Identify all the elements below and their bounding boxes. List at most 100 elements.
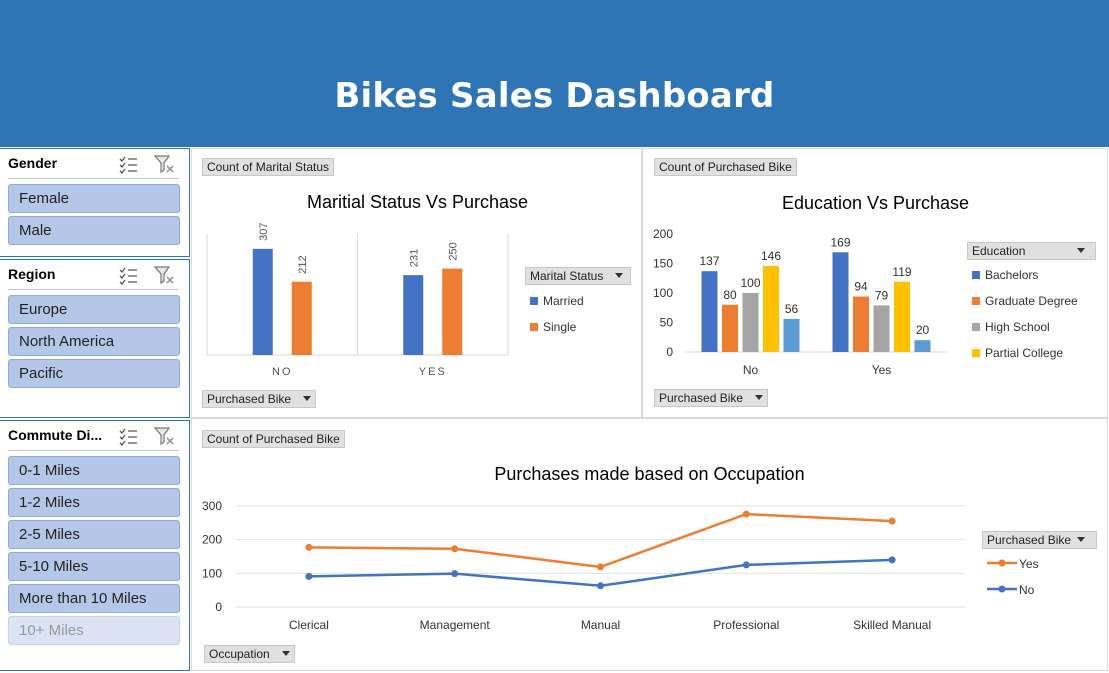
data-point-no — [451, 570, 459, 578]
axis-field-label: Purchased Bike — [207, 392, 292, 406]
education-chart-panel: Count of Purchased Bike Education Vs Pur… — [642, 148, 1108, 418]
legend-item-partial-college: Partial College — [972, 346, 1063, 360]
clear-filter-icon[interactable] — [153, 425, 175, 447]
data-point-yes — [742, 510, 750, 518]
slicer-item-0-1-miles[interactable]: 0-1 Miles — [8, 456, 180, 485]
dropdown-arrow-icon — [615, 273, 624, 278]
data-point-no — [597, 582, 604, 590]
multi-select-icon[interactable] — [117, 153, 139, 175]
legend-item-yes: Yes — [987, 557, 1039, 571]
bar-series-2-yes — [873, 305, 890, 352]
bar-series-0-yes — [832, 252, 849, 352]
bar-series-1-no — [722, 304, 738, 352]
legend-item-married: Married — [530, 294, 584, 308]
title-banner: Bikes Sales Dashboard — [0, 0, 1109, 147]
data-label: 94 — [854, 280, 868, 294]
value-field-button[interactable]: Count of Purchased Bike — [654, 158, 797, 176]
marital-status-bar-chart: 307 212 NO 231 250 YES — [206, 223, 509, 378]
data-point-yes — [451, 545, 459, 553]
data-label: 137 — [699, 254, 719, 268]
data-point-no — [742, 561, 750, 569]
legend-item-single: Single — [530, 320, 576, 334]
occupation-line-chart: 0 100 200 300 Clerical Management Manual Profes… — [202, 499, 965, 632]
chart-title: Maritial Status Vs Purchase — [306, 192, 529, 212]
dashboard-title: Bikes Sales Dashboard — [334, 76, 775, 116]
bar-married-yes — [403, 275, 424, 355]
data-label: 250 — [447, 242, 459, 260]
legend-field-button[interactable]: Marital Status — [525, 267, 631, 285]
legend-field-label: Education — [972, 244, 1026, 258]
slicer-item-north-america[interactable]: North America — [8, 327, 180, 356]
axis-field-label: Occupation — [209, 647, 270, 661]
category-label: Yes — [872, 363, 892, 377]
bar-series-2-no — [742, 293, 759, 352]
education-bar-chart: 0501001502001378010014656No169947911920Y… — [653, 227, 947, 377]
y-tick-label: 300 — [202, 499, 222, 513]
legend-field-button[interactable]: Education — [967, 242, 1096, 260]
gender-slicer-header: Gender — [8, 155, 58, 171]
y-tick-label: 150 — [653, 257, 673, 271]
bar-series-1-yes — [853, 296, 869, 352]
data-label: 146 — [761, 249, 781, 263]
chart-title: Purchases made based on Occupation — [494, 464, 805, 484]
gender-slicer: Gender Female Male — [0, 148, 190, 257]
data-point-no — [888, 556, 896, 564]
dropdown-arrow-icon — [303, 396, 312, 401]
region-slicer: Region Europe North America Pacific — [0, 259, 190, 418]
clear-filter-icon[interactable] — [153, 153, 175, 175]
region-slicer-header: Region — [8, 266, 56, 282]
legend-field-label: Marital Status — [530, 269, 604, 283]
clear-filter-icon[interactable] — [153, 264, 175, 286]
y-tick-label: 50 — [660, 316, 674, 330]
y-tick-label: 0 — [666, 345, 673, 359]
data-label: 231 — [408, 249, 420, 267]
data-label: 80 — [723, 288, 737, 302]
bar-single-yes — [442, 268, 463, 355]
y-tick-label: 200 — [653, 227, 673, 241]
commute-distance-slicer: Commute Di... 0-1 Miles 1-2 Miles 2-5 Mi… — [0, 420, 190, 671]
multi-select-icon[interactable] — [117, 425, 139, 447]
slicer-item-more-than-10-miles[interactable]: More than 10 Miles — [8, 584, 180, 613]
series-line-yes — [308, 512, 893, 569]
data-label: 119 — [892, 265, 911, 279]
dropdown-arrow-icon — [1077, 537, 1086, 542]
category-label: Manual — [581, 618, 620, 632]
data-label: 169 — [830, 235, 850, 249]
axis-field-button[interactable]: Purchased Bike — [202, 390, 317, 408]
data-label: 79 — [875, 288, 889, 302]
category-label: NO — [272, 366, 293, 378]
legend-item-high-school: High School — [972, 320, 1050, 334]
slicer-item-5-10-miles[interactable]: 5-10 Miles — [8, 552, 180, 581]
data-label: 100 — [740, 276, 760, 290]
value-field-button[interactable]: Count of Marital Status — [202, 158, 335, 176]
data-label: 20 — [916, 323, 930, 337]
slicer-item-2-5-miles[interactable]: 2-5 Miles — [8, 520, 180, 549]
legend-field-label: Purchased Bike — [987, 533, 1072, 547]
legend-item-bachelors: Bachelors — [972, 268, 1038, 282]
bar-married-no — [252, 248, 273, 355]
slicer-item-europe[interactable]: Europe — [8, 295, 180, 324]
data-point-yes — [597, 563, 604, 571]
slicer-item-female[interactable]: Female — [8, 184, 180, 213]
value-field-button[interactable]: Count of Purchased Bike — [202, 430, 345, 448]
multi-select-icon[interactable] — [117, 264, 139, 286]
slicer-item-1-2-miles[interactable]: 1-2 Miles — [8, 488, 180, 517]
y-tick-label: 100 — [653, 286, 673, 300]
bar-series-4-yes — [914, 340, 931, 352]
slicer-item-10-plus-miles[interactable]: 10+ Miles — [8, 616, 180, 645]
axis-field-button[interactable]: Purchased Bike — [654, 389, 769, 407]
data-label: 307 — [258, 223, 270, 241]
occupation-chart-panel: Count of Purchased Bike Purchases made b… — [191, 418, 1108, 671]
slicer-item-male[interactable]: Male — [8, 216, 180, 245]
category-label: Management — [420, 618, 491, 632]
bar-series-4-no — [783, 318, 800, 352]
data-point-no — [305, 572, 313, 580]
axis-field-button[interactable]: Occupation — [204, 645, 295, 663]
y-tick-label: 100 — [202, 566, 222, 580]
legend-field-button[interactable]: Purchased Bike — [982, 531, 1097, 549]
category-label: Professional — [713, 618, 779, 632]
dropdown-arrow-icon — [281, 651, 290, 656]
slicer-item-pacific[interactable]: Pacific — [8, 359, 180, 388]
data-label: 56 — [785, 302, 799, 316]
legend-item-graduate-degree: Graduate Degree — [972, 294, 1078, 308]
